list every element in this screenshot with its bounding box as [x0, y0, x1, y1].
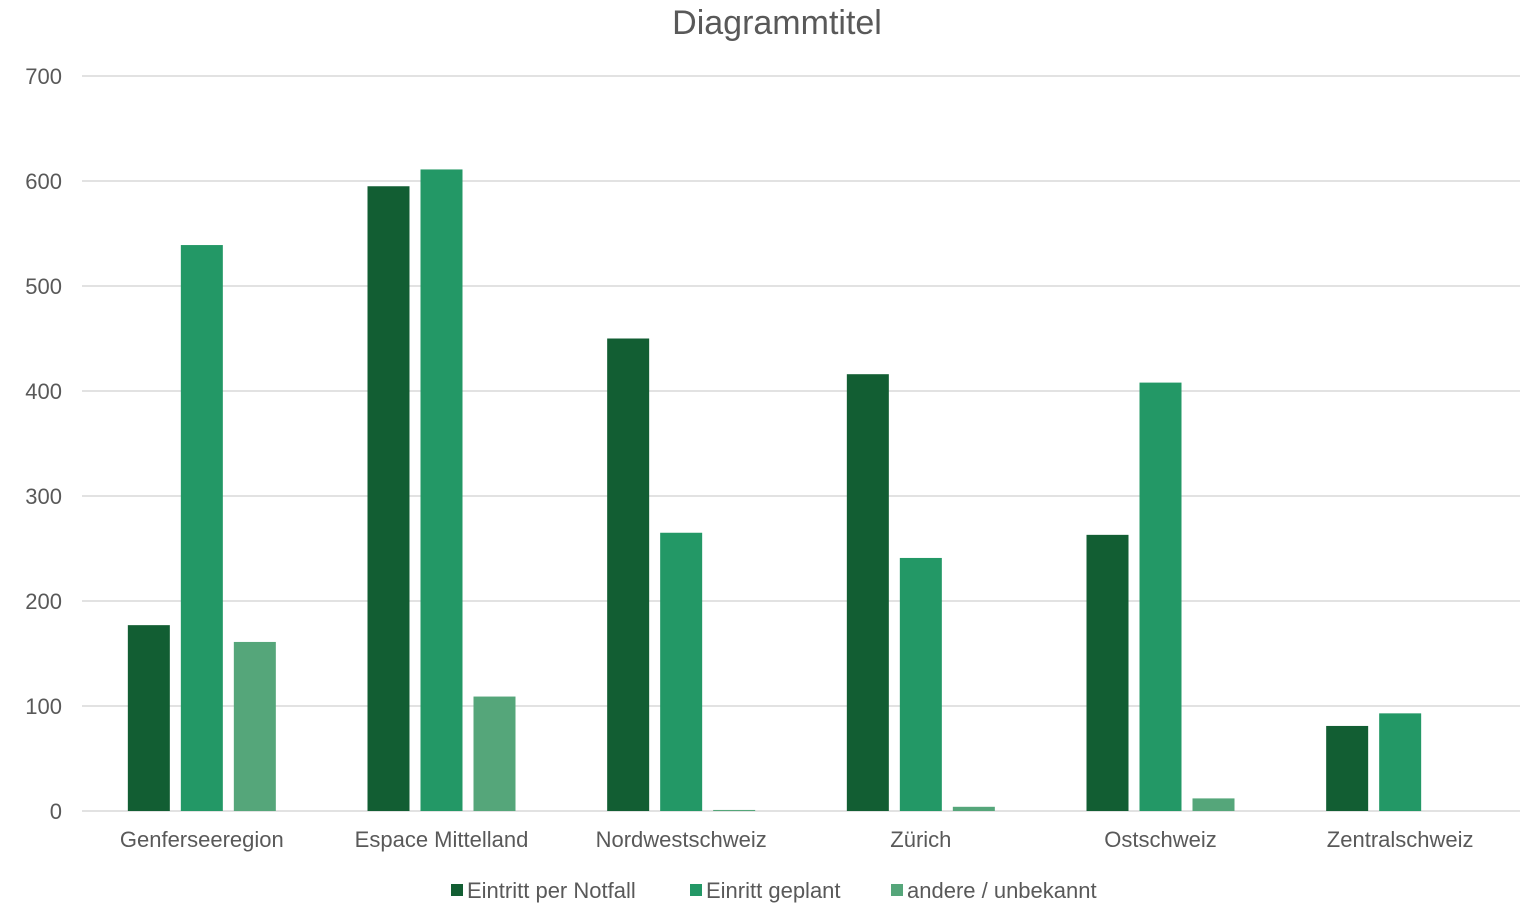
bar — [420, 169, 463, 811]
bar — [713, 809, 756, 811]
bar — [1192, 798, 1235, 811]
bar — [607, 338, 650, 811]
legend: Eintritt per Notfall Einritt geplant ander… — [451, 878, 1097, 903]
legend-label: Eintritt per Notfall — [467, 878, 636, 903]
bar — [660, 532, 703, 811]
legend-label: Einritt geplant — [706, 878, 841, 903]
bar — [127, 625, 170, 811]
bar — [952, 806, 995, 811]
legend-swatch — [690, 884, 702, 896]
y-tick-label: 400 — [25, 379, 62, 404]
x-tick-label: Genferseeregion — [120, 827, 284, 852]
x-tick-label: Espace Mittelland — [355, 827, 529, 852]
legend-swatch — [451, 884, 463, 896]
x-tick-label: Nordwestschweiz — [596, 827, 767, 852]
x-tick-label: Zentralschweiz — [1327, 827, 1474, 852]
bar — [1139, 382, 1182, 811]
legend-label: andere / unbekannt — [907, 878, 1097, 903]
gridlines — [82, 75, 1520, 812]
bar — [233, 641, 276, 811]
x-axis-ticks: Genferseeregion Espace Mittelland Nordwest… — [120, 827, 1474, 852]
y-tick-label: 600 — [25, 169, 62, 194]
y-tick-label: 0 — [50, 799, 62, 824]
bar — [1379, 713, 1422, 811]
chart-title: Diagrammtitel — [672, 4, 882, 42]
x-tick-label: Zürich — [890, 827, 951, 852]
bar — [180, 245, 223, 812]
y-tick-label: 100 — [25, 694, 62, 719]
y-tick-label: 500 — [25, 274, 62, 299]
bar — [367, 186, 410, 811]
legend-swatch — [891, 884, 903, 896]
bar — [846, 374, 889, 811]
x-tick-label: Ostschweiz — [1104, 827, 1216, 852]
bar — [1086, 534, 1129, 811]
bar — [1326, 725, 1369, 811]
bars — [127, 169, 1422, 812]
y-tick-label: 700 — [25, 64, 62, 89]
y-tick-label: 200 — [25, 589, 62, 614]
y-tick-label: 300 — [25, 484, 62, 509]
y-axis-ticks: 0 100 200 300 400 500 600 700 — [25, 64, 62, 824]
bar — [473, 696, 516, 811]
bar — [899, 557, 942, 811]
